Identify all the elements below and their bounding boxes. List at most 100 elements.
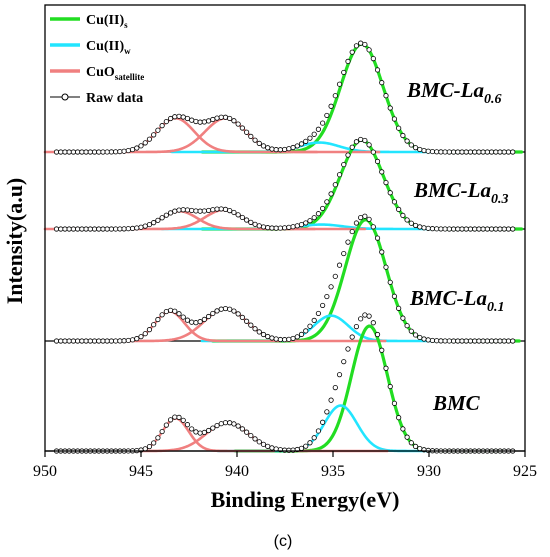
raw-data-point: [189, 319, 195, 325]
legend-label: Raw data: [86, 91, 143, 106]
raw-data-point: [438, 149, 444, 155]
panel-label: BMC-La0.6: [406, 78, 502, 107]
raw-data-point: [358, 40, 364, 46]
raw-data-point: [239, 314, 245, 320]
raw-data-point: [248, 219, 254, 225]
raw-data-point: [96, 149, 102, 155]
raw-data-point: [387, 383, 393, 390]
raw-data-point: [510, 149, 516, 155]
raw-data-point: [210, 116, 216, 123]
raw-data-series: [53, 136, 516, 232]
raw-data-point: [231, 209, 237, 216]
raw-data-point: [189, 207, 195, 214]
raw-data-point: [87, 149, 93, 155]
raw-data-point: [493, 149, 499, 155]
raw-data-point: [201, 208, 207, 214]
raw-data-point: [366, 47, 372, 53]
raw-data-point: [417, 445, 423, 452]
raw-data-point: [265, 443, 271, 449]
raw-data-point: [484, 149, 490, 155]
raw-data-point: [463, 226, 469, 232]
cu_s-peak: [211, 218, 521, 343]
raw-data-point: [265, 225, 271, 231]
raw-data-point: [184, 115, 191, 122]
raw-data-point: [231, 421, 237, 427]
legend-label: Cu(II)s: [86, 13, 128, 30]
raw-data-point: [277, 225, 283, 231]
raw-data-point: [336, 172, 343, 178]
raw-data-point: [108, 226, 115, 232]
raw-data-point: [311, 317, 317, 323]
raw-data-point: [341, 359, 347, 365]
raw-data-point: [121, 338, 127, 344]
raw-data-point: [108, 149, 115, 155]
raw-data-point: [370, 320, 376, 326]
raw-data-point: [396, 125, 402, 131]
raw-data-point: [320, 205, 326, 212]
panel-label: BMC-La0.1: [409, 286, 505, 315]
raw-data-point: [332, 273, 338, 279]
raw-data-point: [412, 332, 419, 338]
raw-data-point: [180, 114, 186, 120]
raw-data-point: [189, 117, 195, 123]
raw-data-point: [256, 329, 262, 335]
raw-data-point: [442, 149, 448, 155]
raw-data-point: [429, 337, 436, 344]
raw-data-point: [96, 226, 102, 232]
raw-data-point: [450, 338, 457, 344]
raw-data-point: [163, 118, 169, 125]
raw-data-point: [501, 149, 507, 155]
raw-data-point: [167, 115, 174, 122]
raw-data-point: [290, 335, 296, 342]
raw-data-point: [472, 338, 478, 344]
raw-data-point: [336, 81, 343, 87]
legend-item: Cu(II)s: [50, 13, 128, 30]
raw-data-point: [193, 118, 199, 125]
raw-data-point: [167, 417, 174, 423]
raw-data-point: [421, 147, 427, 154]
raw-data-point: [387, 279, 393, 285]
raw-data-point: [239, 125, 245, 131]
raw-data-point: [315, 126, 322, 132]
satellite-peak: [43, 116, 319, 154]
raw-data-point: [303, 443, 309, 449]
raw-data-point: [459, 226, 465, 232]
raw-data-point: [358, 215, 364, 221]
raw-data-point: [328, 103, 334, 109]
raw-data-point: [184, 207, 191, 213]
raw-data-point: [227, 115, 233, 122]
raw-data-point: [180, 207, 186, 213]
raw-data-point: [480, 338, 486, 344]
raw-data-point: [484, 338, 490, 344]
raw-data-point: [83, 338, 89, 344]
raw-data-point: [493, 338, 499, 344]
raw-data-point: [53, 149, 60, 155]
raw-data-point: [273, 225, 279, 231]
raw-data-point: [256, 223, 262, 229]
raw-data-point: [218, 306, 224, 312]
raw-data-point: [227, 306, 233, 312]
raw-data-point: [176, 414, 182, 420]
raw-data-point: [324, 112, 330, 119]
raw-data-point: [408, 220, 414, 226]
raw-data-point: [328, 191, 334, 197]
raw-data-point: [442, 338, 448, 344]
raw-data-point: [159, 215, 165, 221]
raw-data-point: [205, 313, 212, 320]
raw-data-point: [265, 145, 271, 151]
raw-data-point: [62, 149, 68, 155]
raw-data-point: [235, 311, 241, 317]
raw-data-point: [307, 323, 313, 329]
raw-data-point: [244, 129, 250, 135]
raw-data-point: [79, 338, 85, 344]
raw-data-point: [129, 337, 136, 343]
raw-data-point: [163, 422, 169, 428]
raw-data-point: [121, 226, 127, 232]
raw-data-point: [298, 221, 305, 228]
raw-data-point: [66, 149, 72, 155]
raw-data-point: [358, 136, 364, 143]
raw-data-point: [442, 226, 448, 232]
raw-data-point: [501, 338, 507, 344]
raw-data-point: [269, 335, 275, 341]
raw-data-point: [91, 226, 98, 232]
